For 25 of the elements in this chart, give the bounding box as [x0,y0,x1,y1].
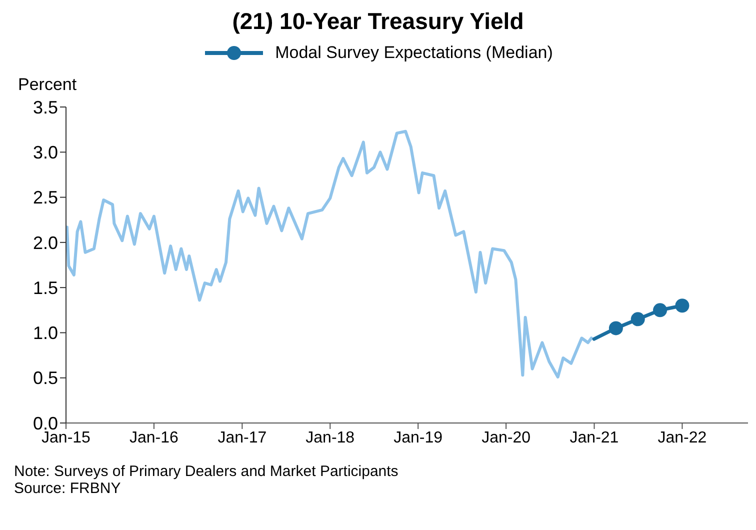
x-tick-label: Jan-20 [482,429,531,446]
y-axis-title: Percent [18,75,78,95]
x-tick-label: Jan-17 [218,429,267,446]
x-tick-label: Jan-16 [130,429,179,446]
y-tick-label: 1.5 [32,278,58,298]
chart-title: (21) 10-Year Treasury Yield [231,8,525,35]
x-tick-label: Jan-19 [394,429,443,446]
line-series [66,130,593,378]
legend-label: Modal Survey Expectations (Median) [275,43,553,63]
text: Note: Surveys of Primary Dealers and Market Participants [14,463,400,480]
y-tick-label: 3.0 [32,142,58,163]
point [630,312,645,326]
point [675,298,690,313]
y-tick-label: 3.5 [32,97,58,118]
source-note: Source: FRBNY [14,480,122,497]
y-tick-label: 0.5 [32,368,58,388]
y-tick-label: 2.5 [32,188,58,208]
y-tick-label: 2.0 [32,232,58,253]
x-tick-label: Jan-22 [658,429,707,446]
x-tick-label: Jan-15 [42,429,91,446]
y-tick-label: 1.0 [32,323,58,344]
point [653,303,668,318]
x-tick-label: Jan-21 [570,429,619,446]
point [608,321,623,336]
x-tick-label: Jan-18 [306,429,355,446]
